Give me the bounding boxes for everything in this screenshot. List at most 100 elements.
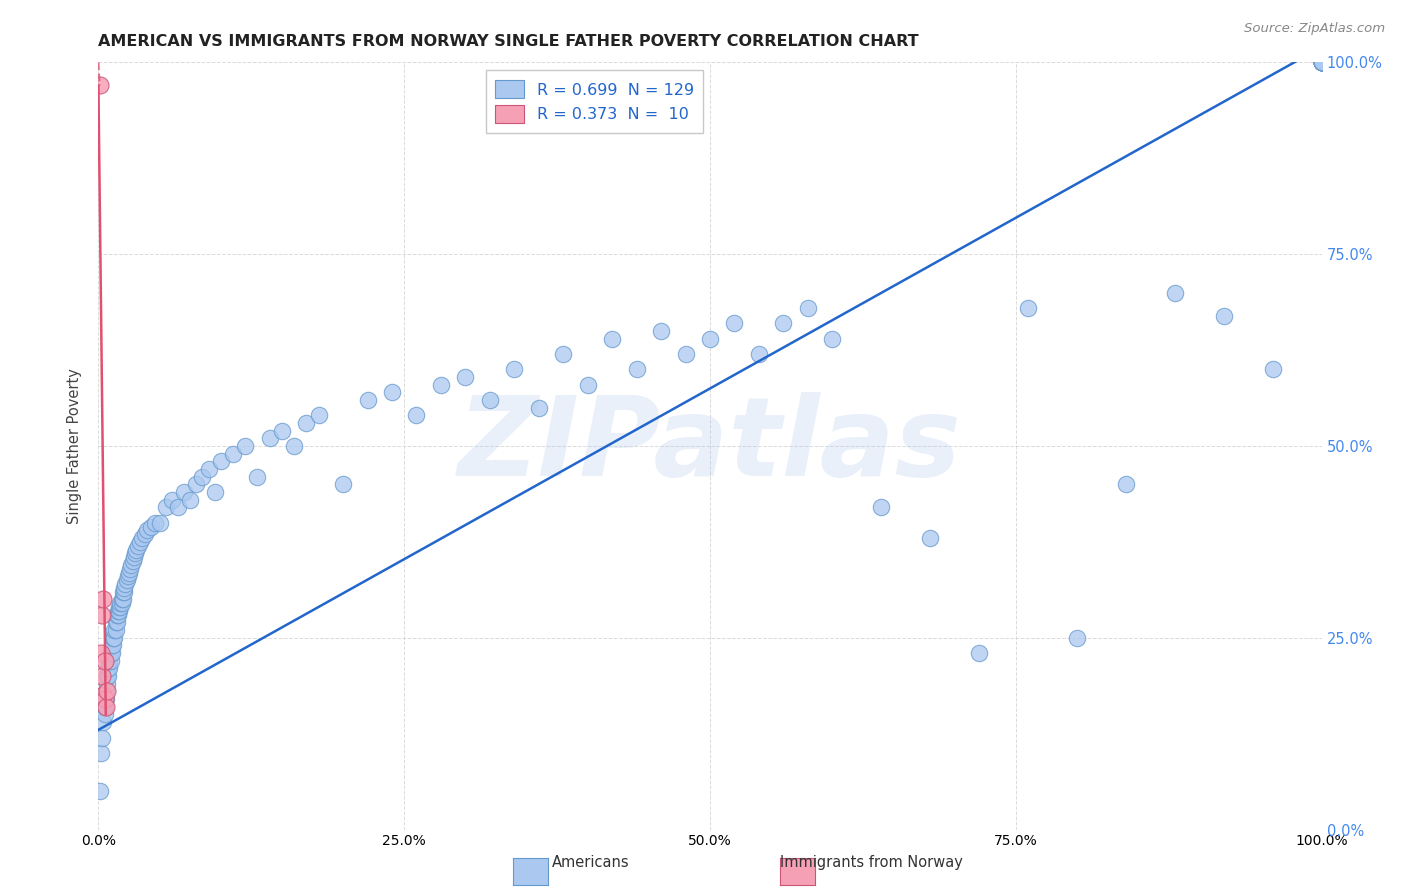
Point bbox=[650, 324, 672, 338]
Point bbox=[356, 392, 378, 407]
Point bbox=[131, 531, 153, 545]
Point bbox=[103, 623, 125, 637]
Point bbox=[98, 661, 121, 675]
Point bbox=[920, 531, 942, 545]
Point bbox=[149, 516, 172, 530]
Point bbox=[160, 492, 183, 507]
Point bbox=[1310, 55, 1333, 70]
Point bbox=[1310, 55, 1333, 70]
Point bbox=[1310, 55, 1333, 70]
Point bbox=[1310, 55, 1333, 70]
Point bbox=[134, 527, 156, 541]
Point bbox=[91, 689, 114, 703]
Point bbox=[797, 301, 820, 315]
Point bbox=[1310, 55, 1333, 70]
Point bbox=[96, 677, 118, 691]
Point bbox=[122, 550, 145, 565]
Point bbox=[108, 600, 131, 615]
Point bbox=[553, 347, 575, 361]
Legend: R = 0.699  N = 129, R = 0.373  N =  10: R = 0.699 N = 129, R = 0.373 N = 10 bbox=[485, 70, 703, 133]
Point bbox=[576, 377, 599, 392]
Point bbox=[91, 592, 114, 607]
Point bbox=[675, 347, 697, 361]
Point bbox=[101, 631, 124, 645]
Point bbox=[93, 654, 115, 668]
Point bbox=[1310, 55, 1333, 70]
Point bbox=[430, 377, 453, 392]
Point bbox=[1115, 477, 1137, 491]
Point bbox=[1310, 55, 1333, 70]
Point bbox=[111, 584, 134, 599]
Point bbox=[246, 469, 269, 483]
Point bbox=[91, 731, 114, 745]
Point bbox=[111, 596, 134, 610]
Point bbox=[90, 646, 112, 660]
Point bbox=[967, 646, 990, 660]
Point bbox=[136, 524, 159, 538]
Point bbox=[1164, 285, 1187, 300]
Point bbox=[111, 592, 134, 607]
Point bbox=[110, 600, 132, 615]
Point bbox=[1310, 55, 1333, 70]
Point bbox=[1310, 55, 1333, 70]
Point bbox=[117, 569, 139, 583]
Point bbox=[173, 485, 195, 500]
Point bbox=[381, 385, 404, 400]
Point bbox=[295, 416, 318, 430]
Text: Americans: Americans bbox=[551, 855, 630, 870]
Point bbox=[821, 332, 844, 346]
Point bbox=[454, 370, 477, 384]
Point bbox=[107, 607, 129, 622]
Point bbox=[101, 639, 124, 653]
Point bbox=[91, 715, 114, 730]
Point bbox=[103, 631, 125, 645]
Point bbox=[191, 469, 214, 483]
Point bbox=[127, 539, 149, 553]
Point bbox=[121, 554, 143, 568]
Point bbox=[1310, 55, 1333, 70]
Point bbox=[91, 607, 114, 622]
Point bbox=[204, 485, 226, 500]
Point bbox=[332, 477, 354, 491]
Text: AMERICAN VS IMMIGRANTS FROM NORWAY SINGLE FATHER POVERTY CORRELATION CHART: AMERICAN VS IMMIGRANTS FROM NORWAY SINGL… bbox=[98, 34, 920, 49]
Point bbox=[723, 316, 745, 330]
Point bbox=[283, 439, 305, 453]
Point bbox=[110, 596, 132, 610]
Point bbox=[100, 646, 122, 660]
Point bbox=[1310, 55, 1333, 70]
Point bbox=[112, 581, 135, 595]
Point bbox=[179, 492, 201, 507]
Point bbox=[1310, 55, 1333, 70]
Point bbox=[89, 78, 111, 93]
Point bbox=[125, 542, 148, 557]
Point bbox=[108, 604, 131, 618]
Text: Source: ZipAtlas.com: Source: ZipAtlas.com bbox=[1244, 22, 1385, 36]
Point bbox=[1310, 55, 1333, 70]
Point bbox=[94, 684, 117, 698]
Point bbox=[772, 316, 794, 330]
Point bbox=[120, 562, 142, 576]
Point bbox=[97, 661, 120, 675]
Point bbox=[155, 500, 177, 515]
Point bbox=[89, 784, 111, 798]
Point bbox=[1017, 301, 1039, 315]
Point bbox=[1310, 55, 1333, 70]
Point bbox=[93, 692, 115, 706]
Point bbox=[1310, 55, 1333, 70]
Point bbox=[1310, 55, 1333, 70]
Point bbox=[101, 646, 124, 660]
Point bbox=[699, 332, 721, 346]
Point bbox=[186, 477, 208, 491]
Point bbox=[209, 454, 232, 468]
Point bbox=[1310, 55, 1333, 70]
Point bbox=[1212, 309, 1234, 323]
Point bbox=[91, 669, 114, 683]
Point bbox=[308, 409, 330, 423]
Point bbox=[600, 332, 623, 346]
Point bbox=[114, 577, 136, 591]
Point bbox=[1310, 55, 1333, 70]
Point bbox=[94, 692, 117, 706]
Point bbox=[1310, 55, 1333, 70]
Point bbox=[259, 431, 281, 445]
Point bbox=[222, 447, 245, 461]
